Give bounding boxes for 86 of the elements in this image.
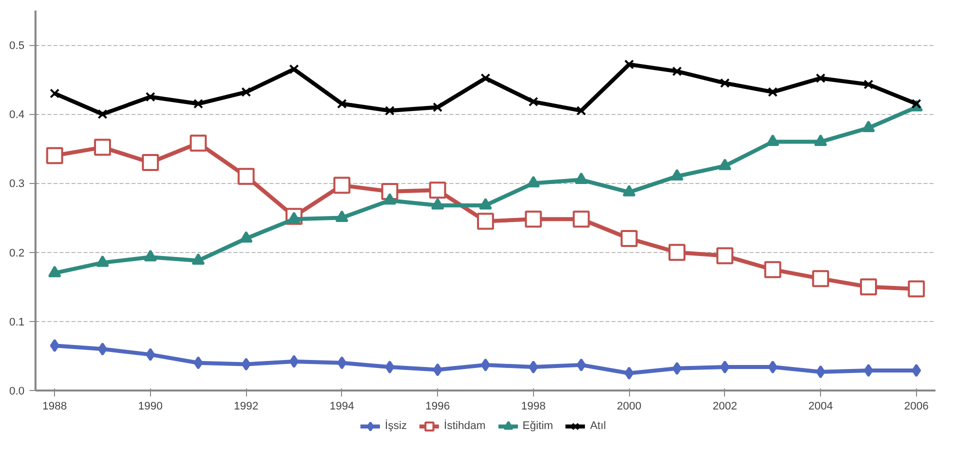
y-tick-label: 0.4 [9,109,25,122]
point [812,270,830,288]
point [432,102,443,112]
point [190,134,207,152]
x-tick-label: 1992 [234,400,258,412]
y-tick-label: 0.2 [9,247,25,260]
point [908,280,925,298]
point [718,158,732,170]
point [142,154,159,171]
legend-label: İşsiz [384,420,407,432]
point [146,348,156,362]
point [46,147,64,164]
point [98,109,108,120]
x-tick-label: 2006 [904,400,929,412]
point [720,360,730,374]
y-tick-label: 0.0 [9,386,25,398]
point [480,73,490,84]
point [816,73,826,84]
point [50,88,60,98]
y-tick-label: 0.5 [9,40,25,52]
point [146,92,156,102]
point [672,66,682,76]
point [336,98,347,109]
x-tick-label: 2000 [616,400,642,412]
point [383,193,396,205]
point [94,138,112,156]
point [48,266,62,278]
point [333,176,350,194]
point [241,358,251,371]
point [477,212,494,230]
point [720,78,730,88]
point [429,182,446,199]
point [192,253,205,265]
legend-label: Atıl [590,420,607,432]
legend-label: İstihdam [444,420,486,432]
point [764,261,782,278]
point [238,168,255,185]
x-tick-label: 1998 [521,400,546,412]
point [572,210,590,228]
point [528,360,538,374]
point [96,255,110,267]
point [528,96,538,107]
point [912,364,922,377]
point [768,87,778,97]
point [622,184,636,196]
point [289,354,299,368]
point [624,60,634,70]
x-tick-label: 1994 [330,400,354,412]
point [289,64,299,74]
point [98,342,108,356]
point [384,106,395,116]
point [862,120,875,132]
point [524,210,542,228]
x-tick-label: 1996 [425,400,450,412]
point [480,358,490,372]
point [860,278,877,296]
x-tick-label: 2004 [808,400,833,412]
legend-label: Eğitim [522,420,554,432]
point [240,231,253,243]
point [576,358,586,372]
point [193,98,204,109]
point [624,366,634,380]
y-tick-label: 0.3 [9,178,25,190]
point [716,247,734,264]
point [50,339,60,352]
point [337,356,347,370]
y-tick-label: 0.1 [9,316,25,328]
point [672,362,682,375]
point [620,230,638,247]
x-tick-label: 1988 [42,400,67,412]
point [668,244,686,261]
point [864,364,874,377]
point [431,198,444,210]
point [479,198,492,210]
point [911,98,922,109]
point [385,360,394,374]
x-tick-label: 1990 [138,400,163,412]
point [241,87,252,97]
point [576,106,586,116]
point [864,80,874,90]
point [816,365,826,378]
point [768,360,778,374]
point [432,363,442,376]
x-tick-label: 2002 [712,400,738,412]
point [144,250,157,262]
point [194,356,203,370]
